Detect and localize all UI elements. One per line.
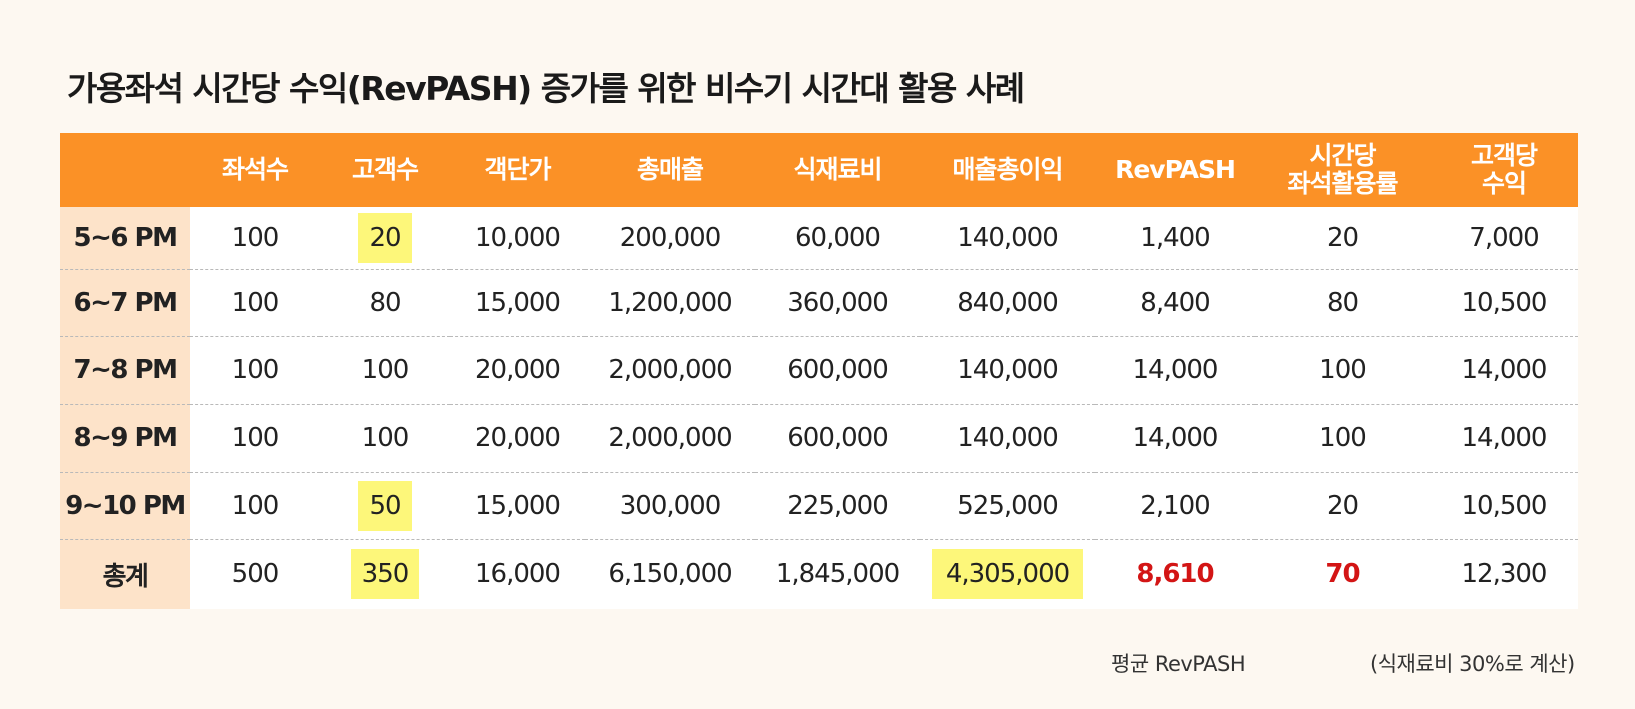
cell-revpash: 2,100 [1095,472,1255,540]
cell-gross-profit: 140,000 [920,207,1095,270]
revpash-table-container: 좌석수 고객수 객단가 총매출 식재료비 매출총이익 RevPASH 시간당 좌… [60,133,1578,609]
cell-revenue-per-customer: 14,000 [1430,404,1578,473]
cell-seat-utilization: 100 [1255,336,1430,405]
cell-seat-utilization: 100 [1255,404,1430,473]
cell-gross-profit: 840,000 [920,269,1095,337]
cell-seats: 500 [190,539,320,609]
cell-seats: 100 [190,404,320,473]
total-row: 총계 500 350 16,000 6,150,000 1,845,000 4,… [60,539,1578,609]
cell-customers: 20 [320,207,450,270]
cell-avg-check: 10,000 [450,207,585,270]
cell-customers: 50 [320,472,450,540]
cell-avg-check: 20,000 [450,404,585,473]
header-food-cost: 식재료비 [755,133,920,207]
cell-revpash: 14,000 [1095,336,1255,405]
cell-seats: 100 [190,472,320,540]
header-seat-utilization: 시간당 좌석활용률 [1255,133,1430,207]
cell-total-sales: 300,000 [585,472,755,540]
cell-gross-profit: 525,000 [920,472,1095,540]
row-label: 8~9 PM [60,404,190,473]
cell-gross-profit: 140,000 [920,336,1095,405]
cell-food-cost: 360,000 [755,269,920,337]
cell-seat-utilization: 20 [1255,472,1430,540]
avg-revpash-note: 평균 RevPASH [1111,652,1246,676]
row-label: 9~10 PM [60,472,190,540]
cell-seats: 100 [190,336,320,405]
cell-revenue-per-customer: 7,000 [1430,207,1578,270]
revpash-table: 좌석수 고객수 객단가 총매출 식재료비 매출총이익 RevPASH 시간당 좌… [60,133,1578,609]
cell-total-sales: 2,000,000 [585,336,755,405]
header-total-sales: 총매출 [585,133,755,207]
table-row: 8~9 PM 100 100 20,000 2,000,000 600,000 … [60,404,1578,473]
cell-revenue-per-customer: 12,300 [1430,539,1578,609]
row-label: 총계 [60,539,190,609]
cell-revpash: 14,000 [1095,404,1255,473]
table-row: 9~10 PM 100 50 15,000 300,000 225,000 52… [60,472,1578,540]
cell-total-sales: 6,150,000 [585,539,755,609]
highlight-value: 4,305,000 [931,549,1084,600]
header-seats: 좌석수 [190,133,320,207]
cell-seat-utilization: 80 [1255,269,1430,337]
row-label: 5~6 PM [60,207,190,270]
row-label: 7~8 PM [60,336,190,405]
cell-seats: 100 [190,269,320,337]
cell-revenue-per-customer: 14,000 [1430,336,1578,405]
highlight-value: 350 [350,549,420,600]
table-row: 6~7 PM 100 80 15,000 1,200,000 360,000 8… [60,269,1578,337]
cell-avg-check: 15,000 [450,269,585,337]
cell-food-cost: 600,000 [755,336,920,405]
cell-gross-profit: 140,000 [920,404,1095,473]
cell-avg-check: 15,000 [450,472,585,540]
cell-revpash: 1,400 [1095,207,1255,270]
cell-food-cost: 600,000 [755,404,920,473]
cell-customers: 350 [320,539,450,609]
header-revenue-per-customer: 고객당 수익 [1430,133,1578,207]
cell-total-sales: 1,200,000 [585,269,755,337]
cell-food-cost: 1,845,000 [755,539,920,609]
highlight-value: 50 [358,480,412,531]
cell-customers: 100 [320,336,450,405]
cell-seat-utilization: 70 [1255,539,1430,609]
cell-revenue-per-customer: 10,500 [1430,269,1578,337]
header-row: 좌석수 고객수 객단가 총매출 식재료비 매출총이익 RevPASH 시간당 좌… [60,133,1578,207]
highlight-value: 20 [358,212,412,263]
row-label: 6~7 PM [60,269,190,337]
cell-total-sales: 200,000 [585,207,755,270]
cell-customers: 80 [320,269,450,337]
table-row: 7~8 PM 100 100 20,000 2,000,000 600,000 … [60,336,1578,405]
cell-gross-profit: 4,305,000 [920,539,1095,609]
food-cost-note: (식재료비 30%로 계산) [1370,652,1575,676]
header-corner [60,133,190,207]
cell-total-sales: 2,000,000 [585,404,755,473]
cell-revpash: 8,400 [1095,269,1255,337]
cell-revenue-per-customer: 10,500 [1430,472,1578,540]
cell-food-cost: 225,000 [755,472,920,540]
cell-avg-check: 16,000 [450,539,585,609]
header-gross-profit: 매출총이익 [920,133,1095,207]
page-title: 가용좌석 시간당 수익(RevPASH) 증가를 위한 비수기 시간대 활용 사… [67,69,1025,108]
cell-customers: 100 [320,404,450,473]
table-row: 5~6 PM 100 20 10,000 200,000 60,000 140,… [60,207,1578,270]
cell-revpash: 8,610 [1095,539,1255,609]
header-avg-check: 객단가 [450,133,585,207]
cell-food-cost: 60,000 [755,207,920,270]
header-customers: 고객수 [320,133,450,207]
cell-seat-utilization: 20 [1255,207,1430,270]
cell-seats: 100 [190,207,320,270]
header-revpash: RevPASH [1095,133,1255,207]
cell-avg-check: 20,000 [450,336,585,405]
